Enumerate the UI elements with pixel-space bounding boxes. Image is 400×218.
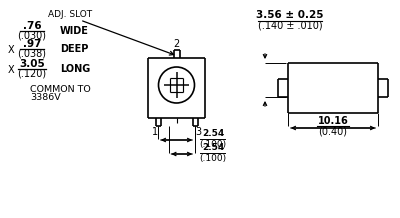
Text: (.100): (.100): [200, 140, 226, 150]
Text: 3: 3: [195, 127, 201, 137]
Text: .97: .97: [23, 39, 41, 49]
Text: 3.05: 3.05: [19, 59, 45, 69]
Text: LONG: LONG: [60, 64, 90, 74]
Text: X: X: [8, 45, 14, 55]
Text: COMMON TO: COMMON TO: [30, 85, 91, 94]
Text: 2.54: 2.54: [202, 143, 224, 153]
Text: X: X: [8, 65, 14, 75]
Text: ADJ. SLOT: ADJ. SLOT: [48, 10, 92, 19]
Text: 3.56 ± 0.25: 3.56 ± 0.25: [256, 10, 324, 20]
Text: (.100): (.100): [200, 155, 226, 164]
Text: 2.54: 2.54: [202, 129, 224, 138]
Text: (0.40): (0.40): [318, 127, 348, 137]
Text: (.120): (.120): [18, 69, 46, 79]
Text: WIDE: WIDE: [60, 26, 89, 36]
Text: 1: 1: [152, 127, 158, 137]
Text: 2: 2: [173, 39, 180, 49]
Text: (.140 ± .010): (.140 ± .010): [258, 21, 322, 31]
Text: (.030): (.030): [18, 31, 46, 41]
Text: DEEP: DEEP: [60, 44, 88, 54]
Text: .76: .76: [23, 21, 41, 31]
Text: 3386V: 3386V: [30, 94, 61, 102]
Text: (.038): (.038): [18, 49, 46, 59]
Text: 10.16: 10.16: [318, 116, 348, 126]
